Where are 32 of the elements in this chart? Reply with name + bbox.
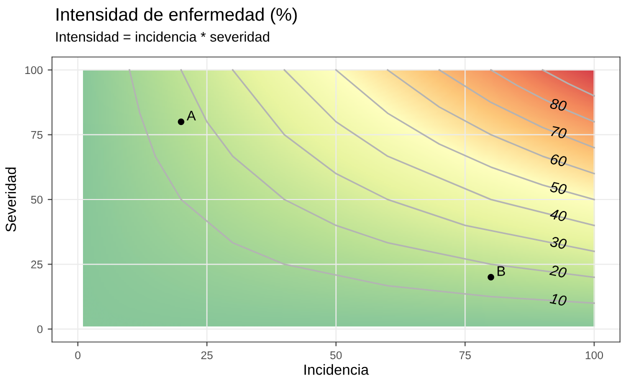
x-tick-label: 0 (75, 351, 80, 360)
text: 30 (550, 236, 568, 250)
line-series (180, 69, 595, 278)
line-series (490, 69, 595, 123)
line-series (232, 69, 595, 252)
data-label: B (498, 266, 505, 276)
line-series (386, 69, 595, 174)
chart-title: Intensidad de enfermedad (%) (56, 8, 297, 24)
text: 60 (550, 154, 568, 167)
y-tick-label: 50 (31, 196, 43, 204)
text: 40 (549, 208, 568, 222)
x-tick-label: 75 (459, 351, 471, 360)
text: 70 (550, 126, 568, 140)
x-axis-title: Incidencia (304, 364, 369, 375)
y-tick-label: 75 (31, 131, 43, 139)
x-tick-label: 50 (330, 351, 342, 360)
line-series (438, 69, 595, 148)
text: 10 (550, 292, 568, 306)
y-tick-label: 25 (31, 260, 43, 268)
x-tick-label: 25 (201, 351, 213, 360)
data-label: A (186, 110, 196, 120)
line-series (335, 69, 595, 200)
chart-subtitle: Intensidad = incidencia * severidad (56, 32, 270, 42)
x-tick-label: 100 (586, 351, 604, 360)
text: 80 (550, 98, 568, 112)
text: 50 (550, 181, 568, 195)
text: 20 (549, 264, 568, 278)
y-tick-label: 100 (25, 66, 43, 74)
y-axis-title: Severidad (5, 168, 16, 232)
line-series (128, 69, 595, 304)
y-tick-label: 0 (37, 325, 43, 334)
line-series (284, 69, 595, 226)
